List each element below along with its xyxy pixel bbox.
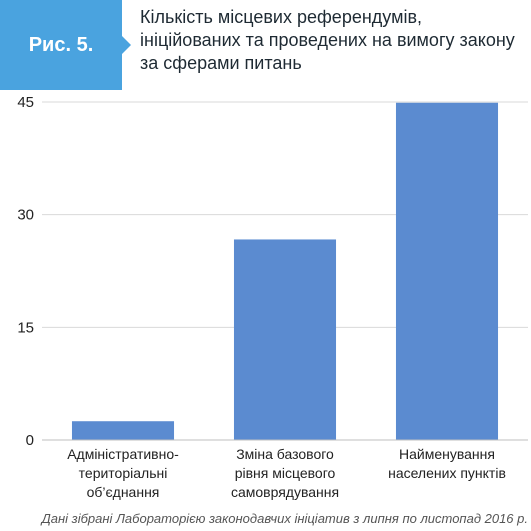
figure-label-pointer (122, 36, 131, 54)
figure-label: Рис. 5. (0, 0, 122, 90)
y-tick-label: 45 (17, 94, 34, 111)
bar-chart: 0 15 30 45 Адміністративно-територіальні об’є… (17, 94, 528, 500)
bar (395, 102, 499, 441)
bar (71, 421, 175, 440)
bar (233, 239, 337, 440)
chart-title: Кількість місцевих референдумів, ініційо… (140, 7, 515, 73)
source-note: Дані зібрані Лабораторією законодавчих і… (41, 511, 528, 526)
y-tick-label: 0 (26, 432, 34, 449)
y-tick-label: 15 (17, 319, 34, 336)
x-category-label: Адміністративно- (67, 446, 179, 462)
x-category-label: об’єднання (87, 484, 160, 500)
x-category-label: Зміна базового (236, 446, 334, 462)
x-category-label: самоврядування (231, 484, 339, 500)
x-category-label: населених пунктів (388, 465, 506, 481)
figure-header: Рис. 5. Кількість місцевих референдумів,… (0, 0, 531, 90)
x-category-label: рівня місцевого (235, 465, 336, 481)
y-tick-label: 30 (17, 207, 34, 224)
x-category-label: Найменування (399, 446, 495, 462)
x-category-label: територіальні (79, 465, 168, 481)
